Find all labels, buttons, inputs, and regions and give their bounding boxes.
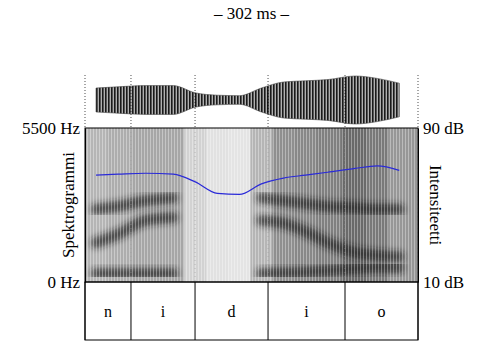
boundary-line bbox=[85, 75, 86, 128]
waveform-group bbox=[96, 76, 399, 124]
intensity-line bbox=[96, 166, 399, 194]
chart: n i d i o 5500 Hz 0 Hz 90 dB 10 dB – 302 ms – Spek… bbox=[0, 0, 504, 360]
axis-line bbox=[85, 129, 86, 283]
boundary-line bbox=[195, 128, 196, 282]
tier-boundary bbox=[130, 282, 131, 340]
boundary-line bbox=[130, 75, 131, 128]
tick-label: 0 Hz bbox=[47, 273, 80, 292]
plot-background bbox=[85, 128, 418, 282]
y2-axis-title: Intensiteetti bbox=[426, 165, 445, 246]
plot-area bbox=[85, 128, 418, 282]
tick-label: 5500 Hz bbox=[22, 119, 81, 138]
tick: 5500 Hz bbox=[22, 119, 85, 138]
segment-label: o bbox=[378, 303, 386, 320]
boundary-line bbox=[85, 128, 86, 282]
tick: 10 dB bbox=[418, 273, 464, 292]
tier-boundary bbox=[85, 282, 86, 340]
segment-label: d bbox=[228, 303, 236, 320]
y2-axis: 90 dB 10 dB bbox=[418, 119, 464, 292]
boundary-line bbox=[130, 128, 131, 282]
boundary-line bbox=[345, 128, 346, 282]
tier-boundary bbox=[418, 282, 419, 340]
title: – 302 ms – bbox=[213, 4, 290, 23]
boundary-line bbox=[268, 75, 269, 128]
tick: 0 Hz bbox=[47, 273, 85, 292]
striation-overlay bbox=[85, 128, 418, 282]
plot-frame bbox=[85, 128, 418, 282]
waveform bbox=[96, 76, 399, 124]
axis-line bbox=[418, 129, 419, 283]
boundary-line bbox=[418, 75, 419, 128]
tier-boundary bbox=[268, 282, 269, 340]
tick-label: 10 dB bbox=[423, 273, 464, 292]
y-axis: 5500 Hz 0 Hz bbox=[22, 119, 86, 292]
y-axis-title: Spektrogrammi bbox=[59, 152, 78, 258]
segment-label: i bbox=[304, 303, 309, 320]
boundary-line bbox=[268, 128, 269, 282]
tier-frame bbox=[85, 282, 418, 340]
tier-boundary bbox=[195, 282, 196, 340]
segment-label: i bbox=[161, 303, 166, 320]
boundary-line bbox=[345, 75, 346, 128]
boundary-line bbox=[195, 75, 196, 128]
tick-label: 90 dB bbox=[423, 119, 464, 138]
tick: 90 dB bbox=[418, 119, 464, 138]
tier-boundary bbox=[345, 282, 346, 340]
segment-label: n bbox=[104, 303, 112, 320]
